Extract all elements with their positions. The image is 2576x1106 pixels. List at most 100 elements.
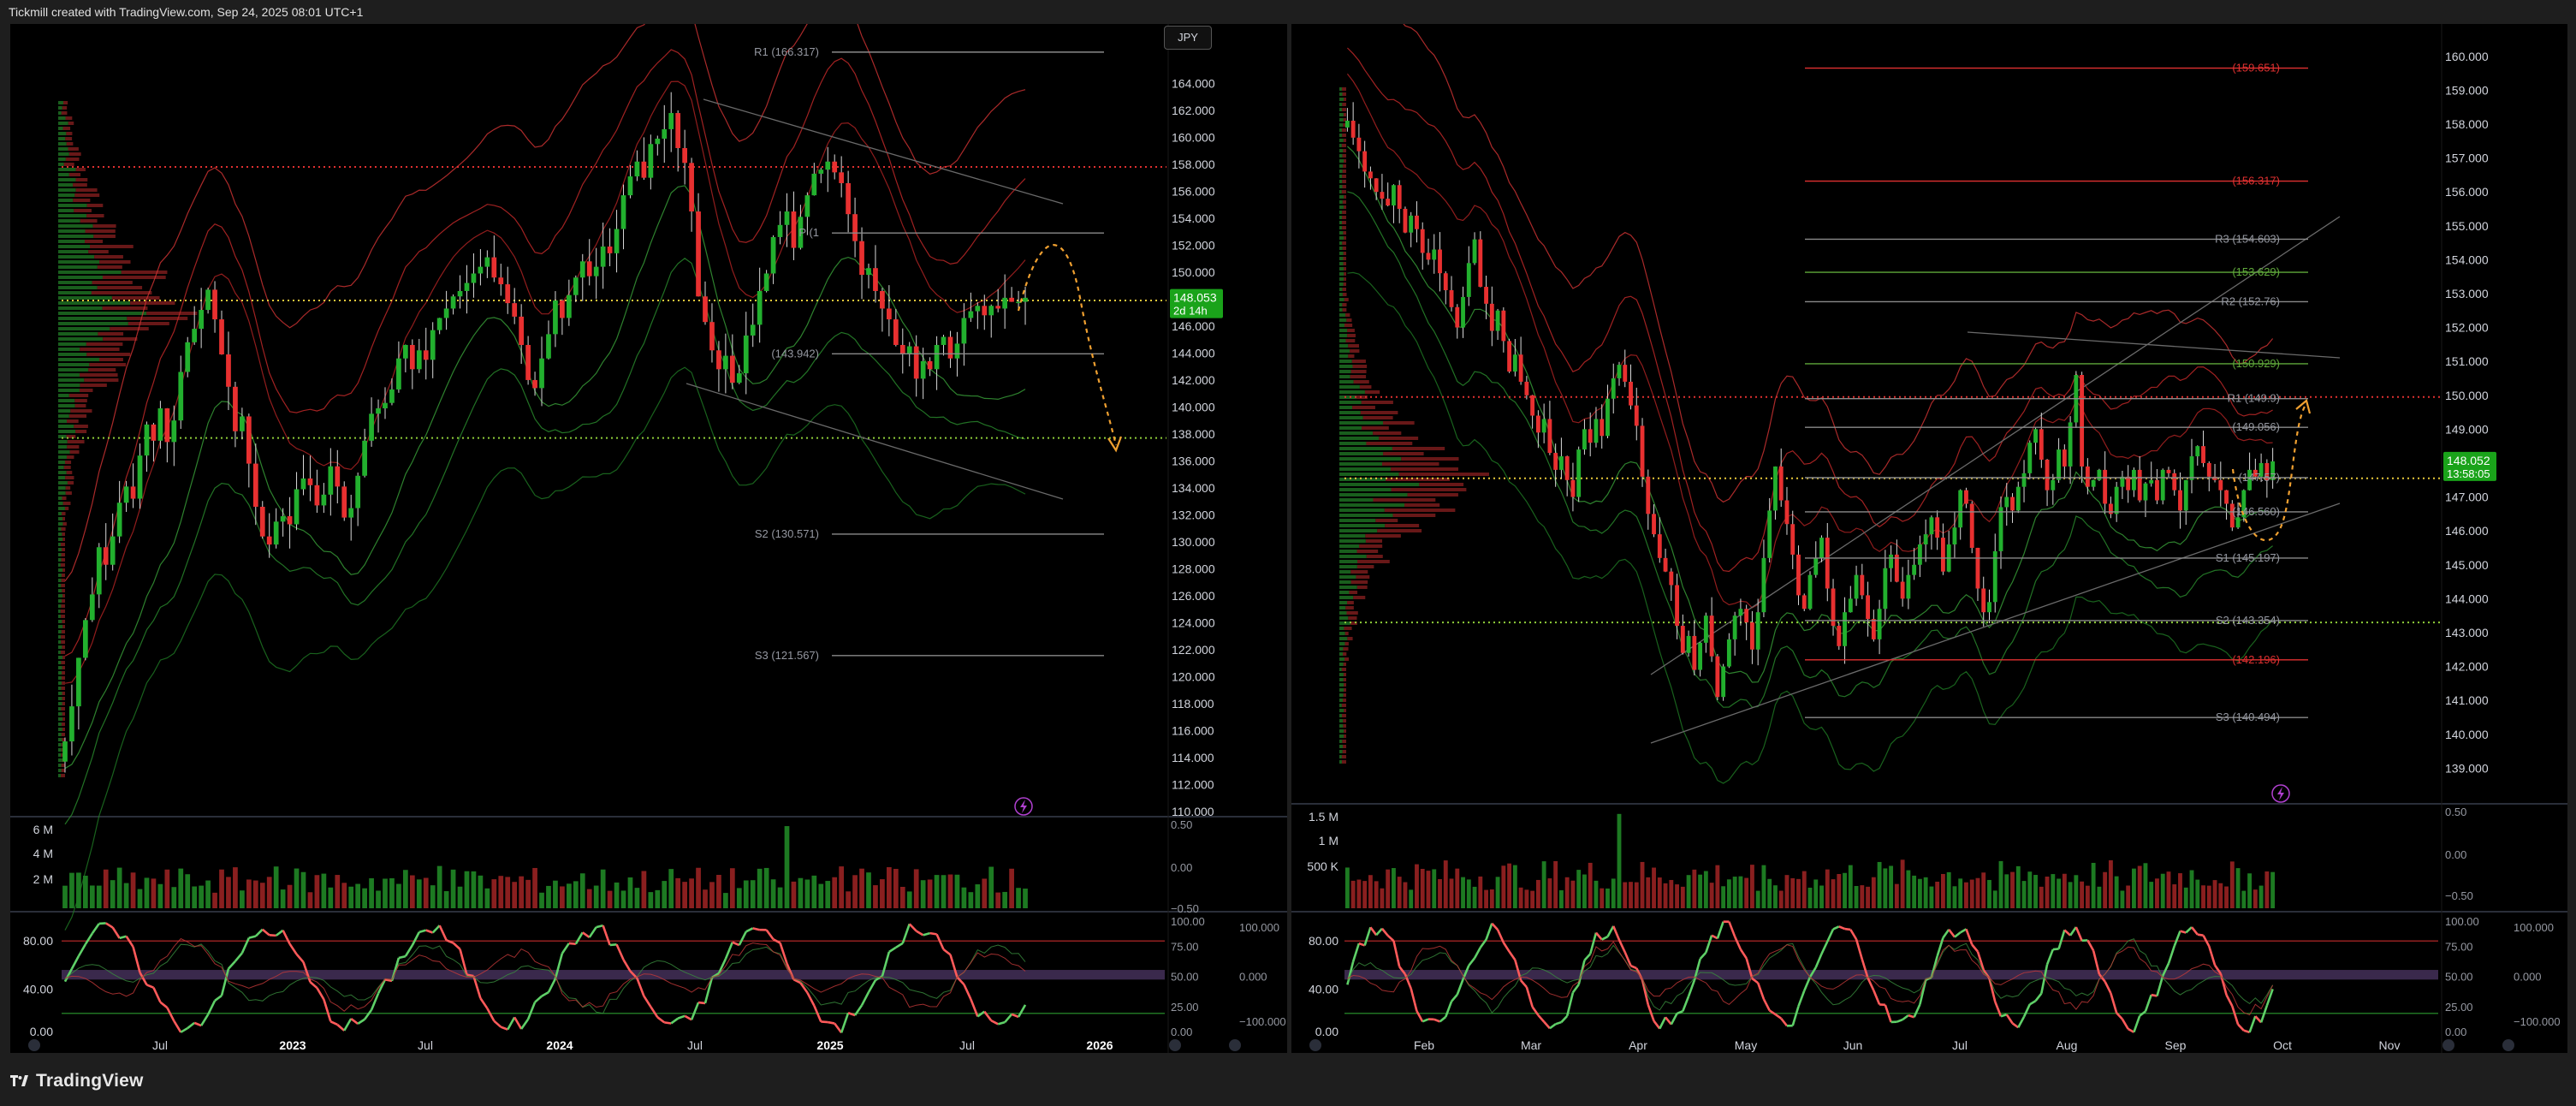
candle-68 — [519, 304, 525, 365]
candle-36 — [300, 455, 306, 496]
volume-bar-109 — [1969, 879, 1974, 908]
candle-86 — [641, 137, 647, 181]
volume-bar-41 — [335, 875, 341, 908]
pivot-label-1: (159.651) — [2232, 62, 2280, 74]
candle-95 — [1889, 545, 1894, 582]
y-tick-20: 141.000 — [2445, 693, 2489, 707]
candle-101 — [743, 312, 749, 395]
y-tick-25: 116.000 — [1172, 723, 1214, 737]
y-tick-7: 154.000 — [2445, 253, 2489, 266]
y-tick-12: 142.000 — [1172, 373, 1215, 387]
candle-103 — [757, 267, 763, 343]
volume-bar-42 — [341, 883, 347, 908]
volume-bar-67 — [1726, 879, 1731, 908]
candle-143 — [2166, 467, 2171, 478]
volume-bar-135 — [2120, 890, 2125, 908]
volume-bar-15 — [1426, 871, 1431, 908]
candle-27 — [1495, 308, 1500, 341]
volume-bar-128 — [927, 879, 933, 908]
currency-button[interactable]: JPY — [1164, 26, 1212, 50]
candle-35 — [294, 472, 300, 531]
osc-right-tick-4: 25.00 — [1171, 1001, 1199, 1014]
candle-104 — [1940, 523, 1945, 575]
x-tick-8: 2026 — [1086, 1038, 1113, 1052]
candle-43 — [348, 494, 354, 541]
volume-bar-124 — [899, 887, 905, 908]
y-tick-15: 136.000 — [1172, 454, 1215, 467]
x-tick-7: Aug — [2057, 1038, 2078, 1052]
volume-bar-37 — [307, 892, 313, 908]
volume-bar-56 — [436, 865, 442, 908]
y-tick-5: 156.000 — [2445, 185, 2489, 199]
volume-bar-19 — [185, 874, 191, 908]
candle-110 — [804, 192, 810, 235]
volume-bar-12 — [137, 889, 143, 908]
volume-bar-155 — [2235, 868, 2241, 908]
volume-bar-140 — [2149, 882, 2154, 908]
volume-bar-20 — [1455, 868, 1460, 908]
candle-106 — [777, 211, 783, 245]
candle-11 — [130, 463, 136, 508]
volume-bar-70 — [532, 867, 537, 908]
weekly-chart-svg[interactable]: R1 (166.317) P (1 (143.942) S2 (130.571) S3 … — [10, 24, 1287, 1053]
candle-80 — [1801, 593, 1807, 611]
volume-bar-75 — [566, 883, 572, 908]
osc-tick-2: 40.00 — [1309, 983, 1338, 996]
candle-136 — [982, 294, 988, 330]
candle-62 — [1698, 642, 1703, 677]
footer: TradingView — [10, 1068, 144, 1094]
volume-bar-53 — [1646, 877, 1651, 908]
volume-bar-57 — [1669, 879, 1674, 908]
volume-bar-38 — [1558, 890, 1564, 908]
y-tick-21: 140.000 — [2445, 728, 2489, 741]
envelope-band-2 — [64, 258, 1026, 825]
candle-109 — [798, 205, 804, 250]
candle-20 — [192, 306, 198, 345]
candle-36 — [1547, 401, 1552, 455]
volume-bar-80 — [600, 869, 606, 908]
candle-155 — [2235, 502, 2241, 529]
candle-12 — [1409, 211, 1414, 247]
volume-bar-11 — [130, 872, 136, 908]
candle-55 — [430, 322, 436, 378]
candle-96 — [709, 303, 715, 363]
volume-bar-71 — [539, 892, 544, 908]
candle-2 — [1350, 102, 1356, 146]
candle-123 — [893, 308, 899, 347]
y-tick-16: 134.000 — [1172, 481, 1215, 495]
daily-chart-svg[interactable]: (159.651) (156.317) R3 (154.603) (153.629) R… — [1291, 24, 2567, 1053]
volume-bar-35 — [1541, 861, 1546, 908]
volume-bar-132 — [2103, 871, 2108, 908]
volume-bar-138 — [2137, 865, 2142, 908]
candle-110 — [1975, 547, 1980, 602]
pivot-label-5: R2 (152.76) — [2221, 294, 2280, 307]
candle-67 — [1726, 633, 1731, 669]
volume-bar-62 — [478, 875, 484, 908]
weekly-chart-panel[interactable]: R1 (166.317) P (1 (143.942) S2 (130.571) S3 … — [10, 24, 1287, 1053]
volume-bar-115 — [2004, 874, 2009, 908]
y-tick-8: 150.000 — [1172, 265, 1215, 279]
axis-settings-icon — [1229, 1039, 1241, 1051]
trend-line-2 — [1650, 502, 2341, 744]
candle-141 — [2155, 469, 2159, 504]
volume-bar-6 — [96, 885, 102, 908]
volume-bar-106 — [1952, 886, 1957, 908]
candle-42 — [1582, 419, 1587, 455]
volume-bar-86 — [641, 871, 647, 908]
volume-bar-65 — [1715, 865, 1720, 908]
volume-right-tick-2: 0.00 — [1171, 861, 1192, 874]
candle-139 — [1002, 274, 1008, 330]
candle-75 — [1773, 466, 1778, 520]
y-tick-21: 124.000 — [1172, 615, 1215, 629]
volume-bar-85 — [1831, 879, 1836, 908]
volume-bar-36 — [300, 871, 306, 908]
candle-138 — [995, 288, 1001, 312]
candle-142 — [1023, 286, 1028, 325]
volume-bar-87 — [1843, 872, 1847, 908]
candle-23 — [1472, 232, 1477, 265]
daily-chart-panel[interactable]: (159.651) (156.317) R3 (154.603) (153.629) R… — [1291, 24, 2567, 1053]
candle-131 — [2097, 468, 2102, 481]
volume-bar-114 — [1998, 860, 2003, 908]
y-tick-24: 118.000 — [1172, 697, 1214, 711]
volume-bar-40 — [1570, 880, 1576, 908]
